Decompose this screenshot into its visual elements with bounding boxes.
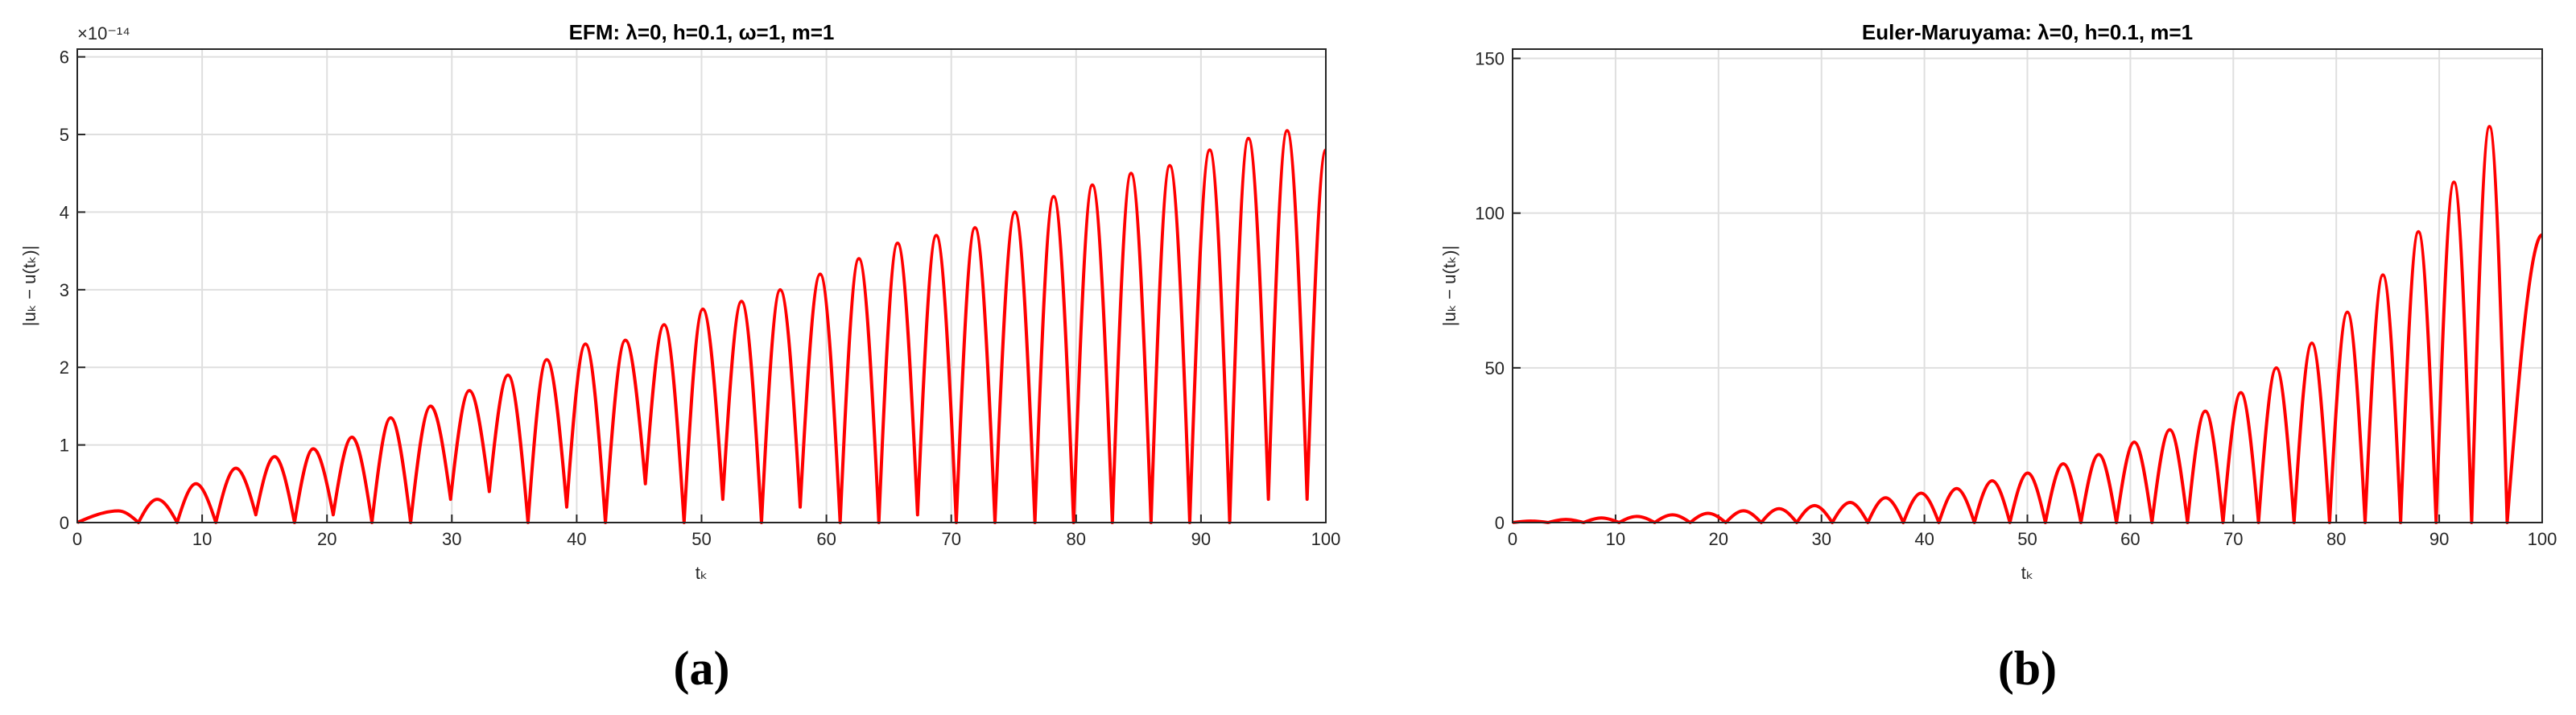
y-axis-label: |uₖ − u(tₖ)| — [19, 246, 39, 326]
y-tick-label: 150 — [1475, 49, 1505, 69]
x-tick-label: 0 — [72, 529, 82, 549]
y-tick-label: 50 — [1485, 358, 1505, 378]
x-tick-label: 70 — [941, 529, 960, 549]
data-line — [1512, 125, 2543, 524]
panel-caption: (a) — [674, 642, 730, 695]
data-line — [76, 129, 1327, 524]
y-axis-label: |uₖ − u(tₖ)| — [1439, 246, 1459, 326]
y-tick-label: 2 — [60, 358, 69, 378]
x-tick-label: 10 — [192, 529, 212, 549]
x-tick-label: 20 — [1709, 529, 1728, 549]
y-tick-label: 6 — [60, 48, 69, 68]
chart-title: EFM: λ=0, h=0.1, ω=1, m=1 — [569, 20, 835, 44]
x-tick-label: 70 — [2223, 529, 2243, 549]
x-tick-label: 40 — [1914, 529, 1934, 549]
axes-frame — [76, 48, 1327, 523]
y-tick-label: 5 — [60, 125, 69, 145]
x-tick-label: 40 — [567, 529, 586, 549]
x-axis-label: tₖ — [2021, 563, 2033, 583]
x-tick-label: 20 — [317, 529, 336, 549]
y-tick-label: 100 — [1475, 204, 1505, 224]
x-tick-label: 90 — [1191, 529, 1211, 549]
x-tick-label: 100 — [1311, 529, 1341, 549]
axes-frame — [1512, 48, 2543, 523]
y-tick-label: 3 — [60, 280, 69, 300]
chart-title: Euler-Maruyama: λ=0, h=0.1, m=1 — [1862, 20, 2193, 44]
x-tick-label: 30 — [1811, 529, 1831, 549]
x-tick-label: 60 — [2120, 529, 2140, 549]
y-tick-label: 1 — [60, 436, 69, 456]
x-tick-label: 0 — [1508, 529, 1517, 549]
x-tick-label: 90 — [2429, 529, 2449, 549]
x-axis-label: tₖ — [696, 563, 708, 583]
x-tick-label: 80 — [2326, 529, 2346, 549]
x-tick-label: 30 — [442, 529, 461, 549]
x-tick-label: 60 — [816, 529, 836, 549]
x-tick-label: 80 — [1067, 529, 1086, 549]
x-tick-label: 10 — [1606, 529, 1625, 549]
y-tick-label: 0 — [1495, 513, 1505, 533]
panel-caption: (b) — [1998, 642, 2057, 695]
y-tick-label: 4 — [60, 202, 69, 222]
x-tick-label: 50 — [691, 529, 711, 549]
y-tick-label: 0 — [60, 513, 69, 533]
x-tick-label: 100 — [2528, 529, 2557, 549]
y-offset-label: ×10⁻¹⁴ — [77, 23, 130, 43]
x-tick-label: 50 — [2017, 529, 2037, 549]
